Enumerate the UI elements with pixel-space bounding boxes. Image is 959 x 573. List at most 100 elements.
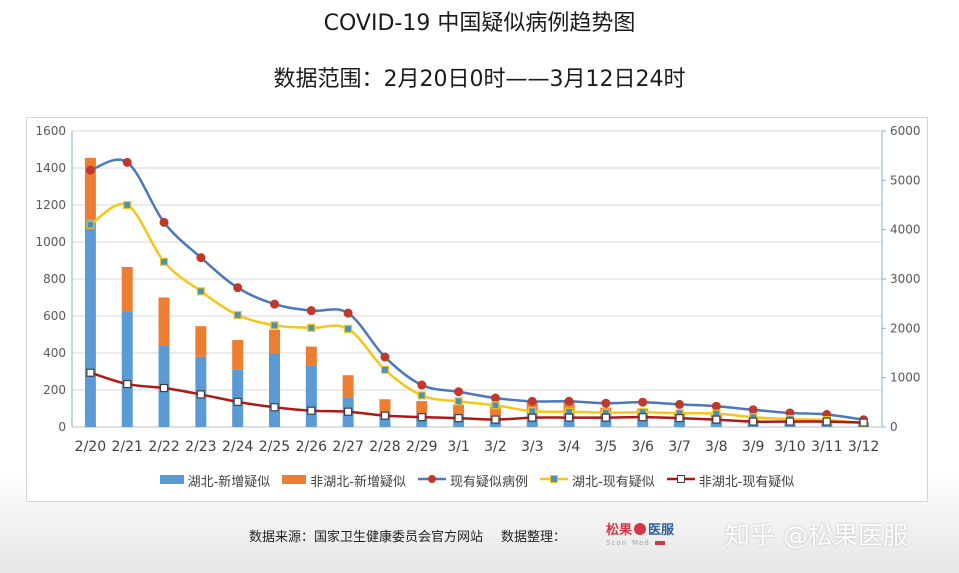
logo-text-b: 医服	[648, 523, 675, 538]
chart-title: COVID-19 中国疑似病例趋势图	[323, 11, 636, 36]
point-non-hubei-existing	[307, 406, 316, 415]
chart-plot: 0 200 400 600 800 1000 1200 1400 1600 0 1000 2000 30…	[35, 124, 921, 455]
bar-non-hubei-new	[195, 326, 207, 357]
y-right-tick-label: 2000	[890, 321, 921, 335]
y-left-tick-label: 0	[58, 420, 66, 434]
bar-hubei-new	[379, 413, 391, 427]
point-existing-total	[564, 396, 574, 406]
x-tick-label: 2/29	[406, 439, 437, 455]
y-left-tick-label: 1000	[35, 235, 66, 249]
legend-item-existing-total: 现有疑似病例	[417, 471, 528, 490]
point-non-hubei-existing	[601, 413, 610, 422]
point-hubei-existing	[417, 391, 426, 400]
line-hubei-existing	[89, 202, 864, 425]
bar-non-hubei-new	[269, 329, 280, 353]
line-existing-total	[89, 158, 864, 421]
x-tick-label: 2/20	[75, 439, 106, 455]
point-existing-total	[748, 405, 758, 415]
point-non-hubei-existing	[86, 368, 95, 377]
bar-non-hubei-new	[305, 346, 317, 366]
logo-tag-icon	[654, 541, 665, 545]
point-existing-total	[85, 165, 95, 175]
legend-label-hubei-existing: 湖北-现有疑似	[572, 474, 655, 490]
point-non-hubei-existing	[822, 417, 831, 426]
legend-label-existing-total: 现有疑似病例	[449, 474, 528, 490]
legend-item-hubei-new: 湖北-新增疑似	[159, 471, 271, 490]
footer: 数据来源：国家卫生健康委员会官方网站 数据整理：	[249, 526, 566, 545]
point-existing-total	[490, 393, 500, 403]
point-non-hubei-existing	[528, 413, 537, 422]
legend-item-hubei-existing: 湖北-现有疑似	[540, 471, 655, 490]
point-hubei-existing	[491, 401, 500, 410]
bar-non-hubei-new	[563, 401, 575, 413]
x-tick-label: 2/28	[369, 439, 400, 455]
point-existing-total	[675, 399, 684, 409]
y-left-tick-label: 1200	[35, 198, 66, 212]
y-left-tick-label: 1400	[35, 161, 66, 175]
x-tick-label: 2/25	[259, 439, 290, 455]
y-right-tick-label: 1000	[890, 371, 921, 385]
legend-label-non-hubei-new: 非湖北-新增疑似	[310, 474, 406, 490]
x-tick-label: 2/26	[296, 439, 328, 455]
point-existing-total	[601, 398, 611, 408]
y-left-tick-label: 200	[43, 383, 66, 397]
y-left-tick-label: 800	[43, 272, 66, 286]
y-left-tick-label: 600	[43, 309, 66, 323]
point-hubei-existing	[123, 200, 132, 210]
logo-text-a: 松果	[606, 523, 633, 538]
legend-label-hubei-new: 湖北-新增疑似	[187, 474, 271, 490]
point-hubei-existing	[344, 324, 353, 333]
x-tick-label: 2/24	[222, 439, 254, 455]
data-source-text: 数据来源：国家卫生健康委员会官方网站	[249, 530, 484, 545]
x-tick-label: 3/5	[595, 439, 618, 455]
point-existing-total	[122, 157, 132, 167]
point-non-hubei-existing	[675, 414, 684, 423]
point-non-hubei-existing	[785, 417, 795, 426]
x-tick-label: 2/21	[112, 439, 143, 455]
x-tick-label: 3/12	[848, 439, 879, 455]
x-tick-label: 2/22	[148, 439, 179, 455]
point-existing-total	[159, 217, 169, 227]
legend-swatch-hubei-new	[159, 473, 184, 488]
legend-swatch-non-hubei-new	[282, 473, 307, 488]
point-existing-total	[711, 401, 721, 411]
line-non-hubei-existing	[90, 371, 864, 424]
point-existing-total	[454, 387, 464, 397]
point-existing-total	[380, 352, 390, 362]
point-non-hubei-existing	[233, 397, 242, 406]
x-tick-label: 3/6	[631, 439, 654, 455]
point-non-hubei-existing	[749, 417, 758, 426]
point-non-hubei-existing	[454, 414, 463, 423]
watermark: 知乎 @松果医服	[725, 521, 908, 550]
chart-legend: 湖北-新增疑似 非湖北-新增疑似 现有疑似病例 湖北-现有疑似 非湖北-现有疑似	[27, 469, 927, 491]
logo-sub-a: Scon	[606, 539, 628, 547]
x-tick-label: 3/2	[484, 439, 507, 455]
data-organizer-label: 数据整理：	[501, 530, 567, 545]
chart-panel: 0 200 400 600 800 1000 1200 1400 1600 0 1000 2000 30…	[26, 117, 928, 502]
point-existing-total	[527, 396, 537, 406]
bar-hubei-new	[269, 353, 280, 427]
y-right-tick-label: 6000	[890, 124, 921, 138]
x-tick-label: 3/1	[447, 439, 470, 455]
bar-hubei-new	[305, 365, 317, 427]
x-tick-label: 3/3	[521, 439, 544, 455]
bar-non-hubei-new	[121, 266, 133, 312]
point-non-hubei-existing	[491, 415, 500, 424]
bar-non-hubei-new	[342, 375, 354, 398]
point-non-hubei-existing	[344, 407, 353, 416]
y-left-tick-label: 400	[43, 346, 66, 360]
point-non-hubei-existing	[196, 390, 205, 399]
bar-non-hubei-new	[453, 404, 465, 416]
x-tick-label: 3/9	[742, 439, 765, 455]
x-tick-label: 3/11	[811, 439, 842, 455]
point-non-hubei-existing	[638, 413, 647, 422]
point-hubei-existing	[307, 323, 316, 332]
point-non-hubei-existing	[417, 413, 426, 422]
point-existing-total	[417, 380, 427, 390]
bar-hubei-new	[84, 219, 96, 427]
point-non-hubei-existing	[270, 403, 279, 412]
point-non-hubei-existing	[123, 379, 132, 389]
point-existing-total	[306, 306, 316, 316]
point-non-hubei-existing	[159, 383, 169, 393]
point-non-hubei-existing	[380, 411, 390, 420]
